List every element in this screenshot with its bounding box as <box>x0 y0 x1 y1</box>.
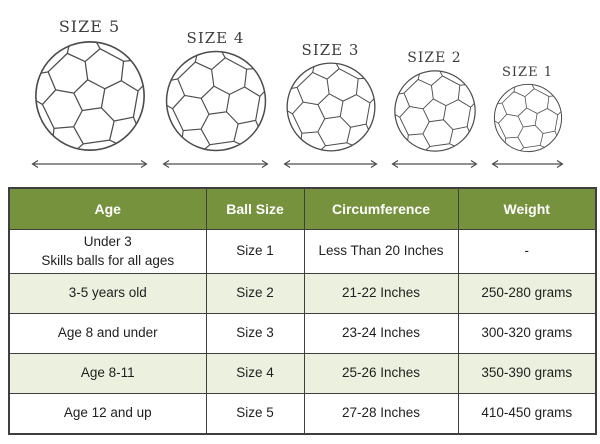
table-row: Age 8 and under Size 3 23-24 Inches 300-… <box>8 313 597 354</box>
soccer-ball-size-chart: SIZE 5 SIZE 4 SIZE 3 SIZE 2 SIZE 1 <box>0 0 600 435</box>
ball-size-label: SIZE 2 <box>407 49 462 66</box>
ball-group-size-4: SIZE 4 <box>162 28 269 170</box>
size-table-header: Age Ball Size Circumference Weight <box>8 187 597 230</box>
table-row: Under 3 Skills balls for all ages Size 1… <box>8 229 597 274</box>
ball-group-size-1: SIZE 1 <box>491 64 564 169</box>
column-header-age: Age <box>8 187 207 230</box>
ball-size-label: SIZE 3 <box>301 40 360 59</box>
size-table: Age Ball Size Circumference Weight Under… <box>8 187 597 435</box>
cell-weight: - <box>457 229 597 274</box>
soccer-ball-icon <box>34 41 145 151</box>
soccer-ball-icon <box>493 83 562 153</box>
cell-circumference: Less Than 20 Inches <box>303 229 459 274</box>
cell-weight: 410-450 grams <box>457 393 597 434</box>
ball-group-size-2: SIZE 2 <box>391 49 478 169</box>
cell-age: Age 8-11 <box>8 353 207 394</box>
soccer-ball-icon <box>393 70 476 152</box>
cell-age: Age 12 and up <box>8 393 207 434</box>
cell-ball-size: Size 4 <box>205 353 305 394</box>
soccer-ball-icon <box>165 50 266 152</box>
cell-ball-size: Size 5 <box>205 393 305 434</box>
header-row: Age Ball Size Circumference Weight <box>8 187 597 230</box>
soccer-ball-icon <box>285 62 376 152</box>
table-row: 3-5 years old Size 2 21-22 Inches 250-28… <box>8 273 597 314</box>
table-row: Age 12 and up Size 5 27-28 Inches 410-45… <box>8 393 597 434</box>
diameter-arrow-icon <box>162 159 269 169</box>
diameter-arrow-icon <box>283 159 378 169</box>
cell-ball-size: Size 1 <box>205 229 305 274</box>
column-header-weight: Weight <box>457 187 597 230</box>
ball-size-label: SIZE 5 <box>58 17 121 37</box>
cell-age: 3-5 years old <box>8 273 207 314</box>
column-header-circumference: Circumference <box>303 187 459 230</box>
cell-ball-size: Size 2 <box>205 273 305 314</box>
ball-group-size-3: SIZE 3 <box>283 40 378 170</box>
diameter-arrow-icon <box>31 159 148 169</box>
ball-size-label: SIZE 4 <box>186 28 245 47</box>
cell-age: Age 8 and under <box>8 313 207 354</box>
diameter-arrow-icon <box>491 159 564 169</box>
cell-ball-size: Size 3 <box>205 313 305 354</box>
cell-circumference: 27-28 Inches <box>303 393 459 434</box>
ball-illustrations: SIZE 5 SIZE 4 SIZE 3 SIZE 2 SIZE 1 <box>0 0 600 183</box>
cell-age: Under 3 Skills balls for all ages <box>8 229 207 274</box>
diameter-arrow-icon <box>391 159 478 169</box>
cell-circumference: 25-26 Inches <box>303 353 459 394</box>
ball-group-size-5: SIZE 5 <box>31 18 148 169</box>
cell-weight: 250-280 grams <box>457 273 597 314</box>
cell-weight: 300-320 grams <box>457 313 597 354</box>
cell-circumference: 23-24 Inches <box>303 313 459 354</box>
table-row: Age 8-11 Size 4 25-26 Inches 350-390 gra… <box>8 353 597 394</box>
size-table-body: Under 3 Skills balls for all ages Size 1… <box>8 229 597 434</box>
cell-circumference: 21-22 Inches <box>303 273 459 314</box>
column-header-ball-size: Ball Size <box>205 187 305 230</box>
cell-weight: 350-390 grams <box>457 353 597 394</box>
ball-size-label: SIZE 1 <box>502 64 553 80</box>
